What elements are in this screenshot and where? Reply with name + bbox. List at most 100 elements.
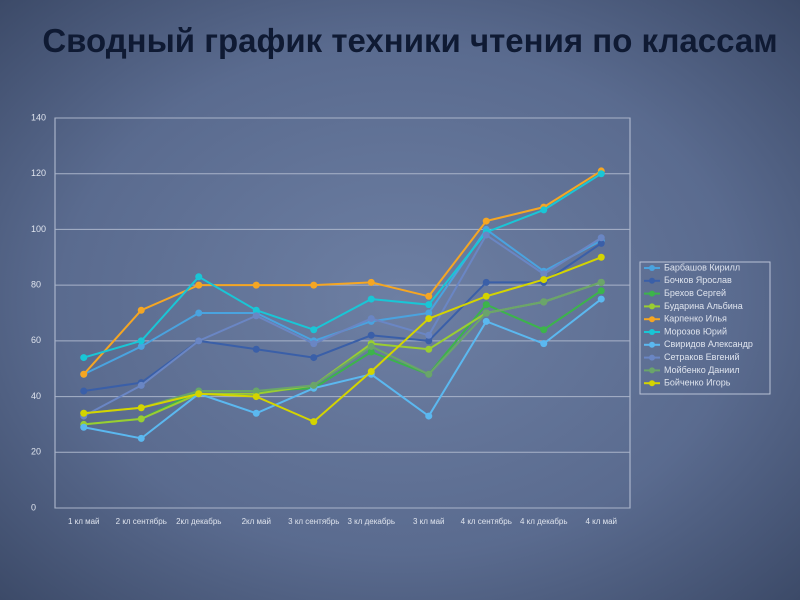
legend-label: Карпенко Илья (664, 314, 727, 324)
point (540, 298, 548, 306)
x-tick-label: 2кл декабрь (176, 517, 221, 526)
point (195, 281, 203, 289)
point (425, 337, 433, 345)
series-line (83, 298, 602, 440)
y-tick-label: 80 (31, 280, 41, 290)
point (80, 387, 88, 395)
y-tick-label: 60 (31, 335, 41, 345)
x-tick-label: 1 кл май (68, 517, 100, 526)
series-line (83, 172, 602, 359)
legend-marker (649, 367, 655, 374)
series-line (83, 281, 602, 415)
point (367, 368, 375, 375)
point (80, 409, 88, 417)
point (137, 337, 145, 345)
point (597, 170, 605, 178)
legend-marker (649, 303, 655, 310)
legend-label: Морозов Юрий (664, 326, 727, 336)
legend-label: Бойченко Игорь (664, 378, 731, 388)
point (482, 301, 490, 309)
point (310, 354, 318, 362)
x-tick-label: 3 кл май (413, 517, 445, 526)
legend-marker (649, 316, 655, 323)
point (195, 337, 203, 345)
point (195, 390, 203, 398)
point (252, 312, 260, 320)
point (367, 342, 375, 350)
series-line (83, 233, 602, 417)
point (482, 278, 490, 286)
point (310, 281, 318, 289)
point (597, 295, 605, 303)
point (310, 340, 318, 348)
point (540, 276, 548, 284)
x-tick-label: 4 кл май (585, 517, 617, 526)
legend-marker (649, 354, 655, 361)
point (195, 273, 203, 281)
legend-label: Барбашов Кирилл (664, 262, 740, 272)
point (367, 348, 375, 356)
point (137, 415, 145, 423)
y-tick-label: 0 (31, 502, 36, 512)
point (482, 309, 490, 317)
x-tick-label: 4 кл декабрь (520, 517, 568, 526)
point (310, 326, 318, 334)
point (482, 317, 490, 325)
x-tick-label: 2кл май (242, 517, 271, 526)
point (425, 345, 433, 353)
point (252, 345, 260, 353)
legend-label: Мойбенко Даниил (664, 365, 740, 375)
point (482, 217, 490, 225)
point (310, 381, 318, 389)
legend-marker (649, 265, 655, 271)
point (252, 387, 260, 395)
legend-box (639, 261, 771, 395)
point (540, 270, 548, 278)
point (252, 393, 260, 401)
legend-label: Брехов Сергей (664, 288, 726, 298)
y-tick-label: 140 (31, 112, 46, 122)
legend-marker (649, 380, 655, 387)
point (597, 278, 605, 286)
point (597, 239, 605, 247)
legend-label: Бударина Альбина (664, 301, 743, 311)
point (367, 295, 375, 303)
legend-marker (649, 341, 655, 348)
point (252, 281, 260, 289)
series-line (83, 256, 602, 423)
point (540, 340, 548, 348)
legend-marker (649, 290, 655, 297)
point (597, 287, 605, 295)
legend-marker (649, 329, 655, 335)
point (80, 354, 88, 362)
point (425, 301, 433, 309)
point (540, 206, 548, 214)
point (80, 370, 88, 378)
point (425, 370, 433, 378)
point (252, 409, 260, 417)
point (425, 292, 433, 300)
y-tick-label: 100 (31, 224, 46, 234)
point (425, 315, 433, 323)
point (252, 306, 260, 314)
point (482, 292, 490, 300)
point (425, 331, 433, 339)
point (597, 234, 605, 242)
legend-label: Бочков Ярослав (664, 275, 732, 285)
x-tick-label: 4 кл сентябрь (461, 517, 512, 526)
series-line (83, 289, 602, 426)
point (367, 331, 375, 339)
point (367, 315, 375, 323)
x-tick-label: 3 кл сентябрь (288, 517, 339, 526)
point (425, 309, 433, 317)
legend-label: Свиридов Александр (664, 339, 753, 349)
point (137, 381, 145, 389)
point (80, 423, 88, 431)
chart-title: Сводный график техники чтения по классам (42, 22, 778, 59)
legend-marker (649, 277, 655, 284)
point (137, 306, 145, 314)
point (482, 231, 490, 239)
x-tick-label: 3 кл декабрь (347, 517, 395, 526)
